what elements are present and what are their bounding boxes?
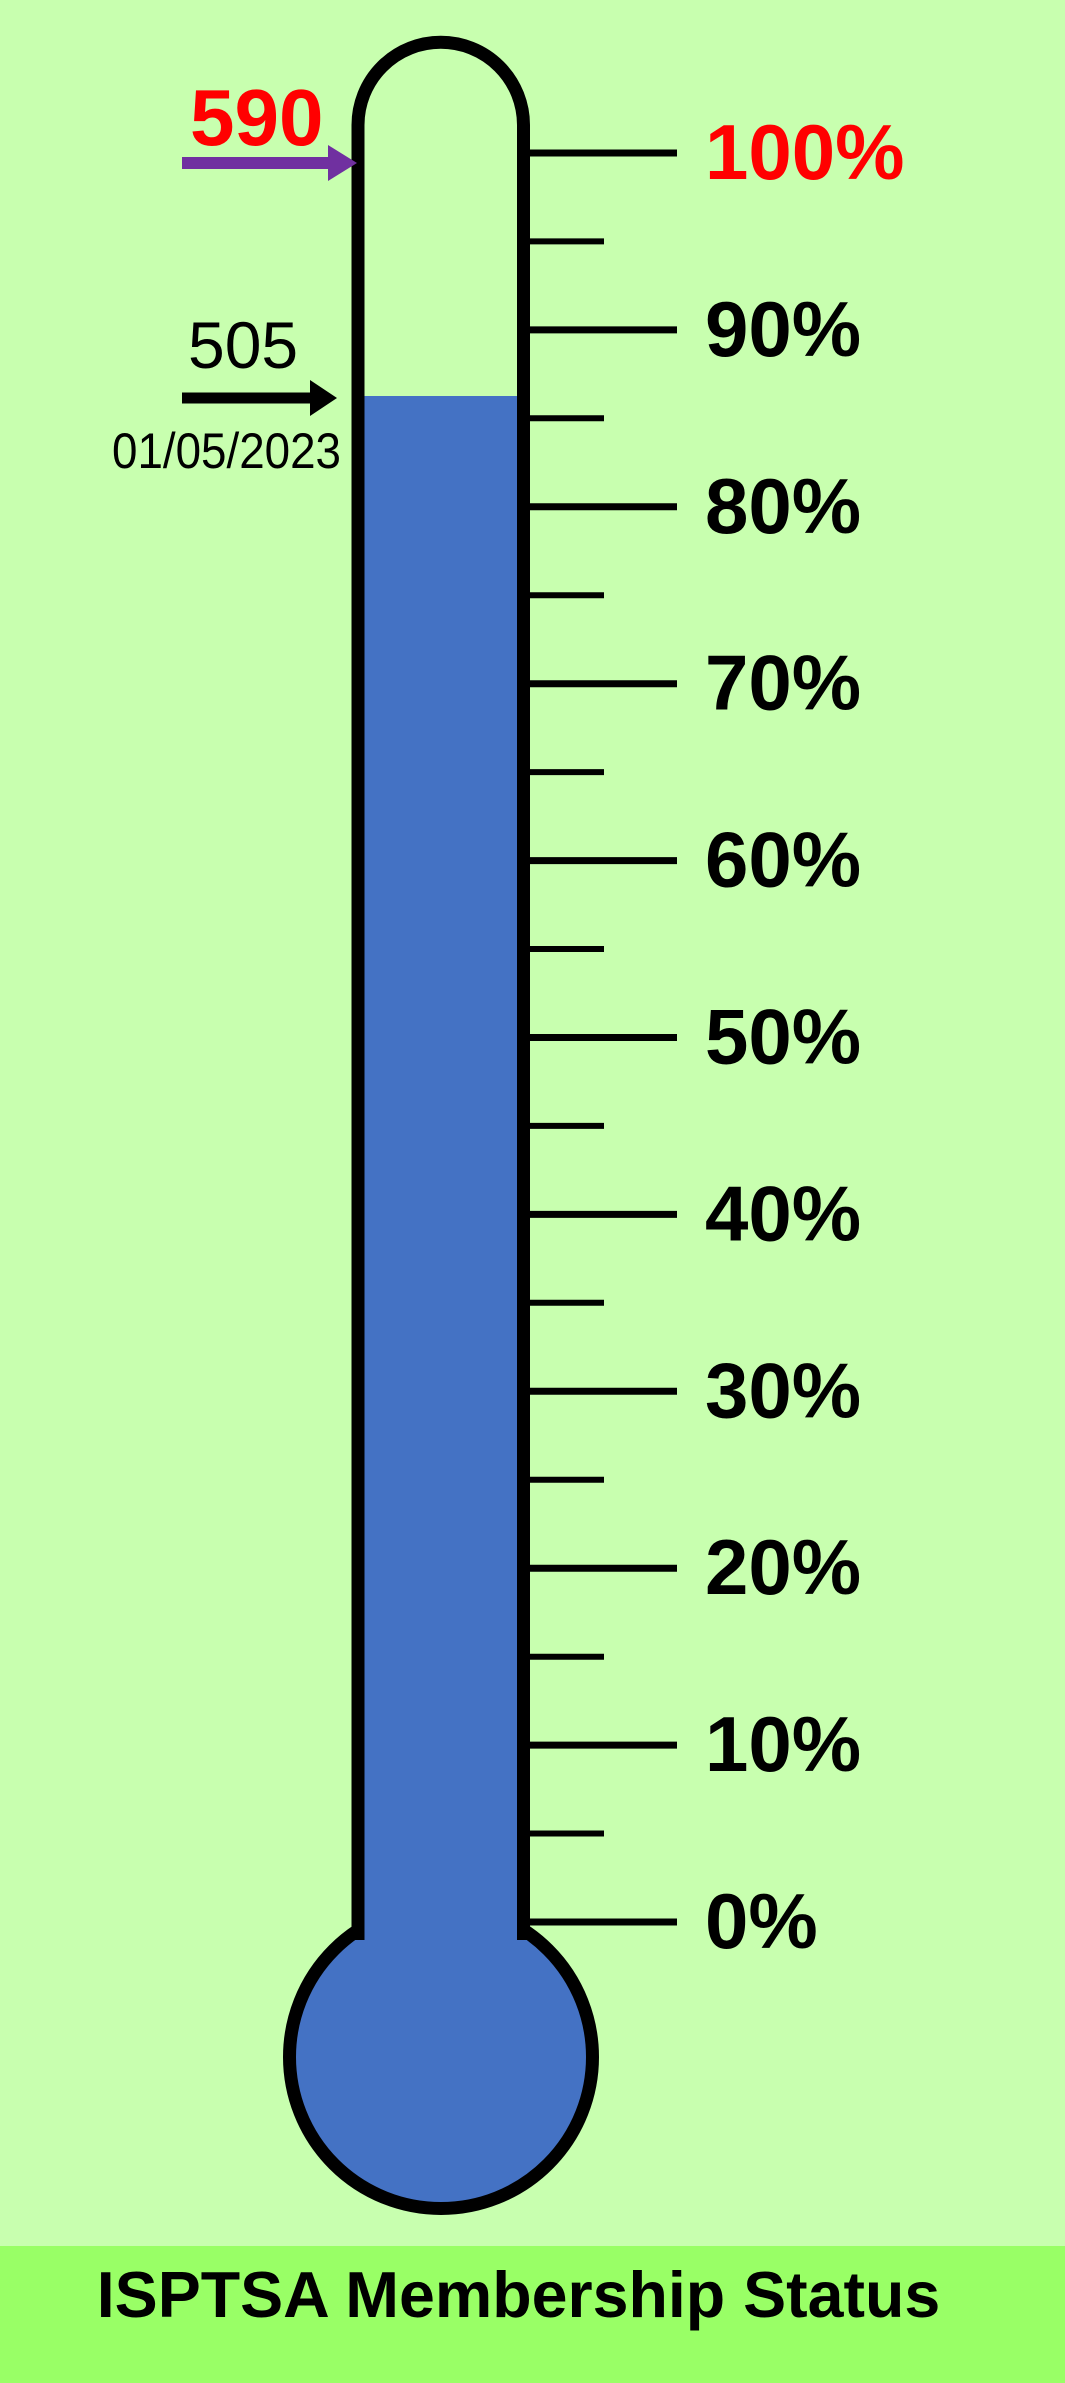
svg-text:505: 505: [188, 308, 298, 382]
svg-text:590: 590: [190, 73, 323, 162]
svg-text:80%: 80%: [705, 462, 861, 550]
svg-text:30%: 30%: [705, 1346, 861, 1434]
svg-text:0%: 0%: [705, 1877, 818, 1965]
svg-text:70%: 70%: [705, 639, 861, 727]
svg-text:01/05/2023: 01/05/2023: [112, 423, 341, 479]
svg-text:60%: 60%: [705, 816, 861, 904]
svg-text:20%: 20%: [705, 1523, 861, 1611]
svg-text:40%: 40%: [705, 1169, 861, 1257]
svg-text:100%: 100%: [705, 108, 905, 196]
svg-text:10%: 10%: [705, 1700, 861, 1788]
svg-text:50%: 50%: [705, 993, 861, 1081]
svg-text:90%: 90%: [705, 285, 861, 373]
